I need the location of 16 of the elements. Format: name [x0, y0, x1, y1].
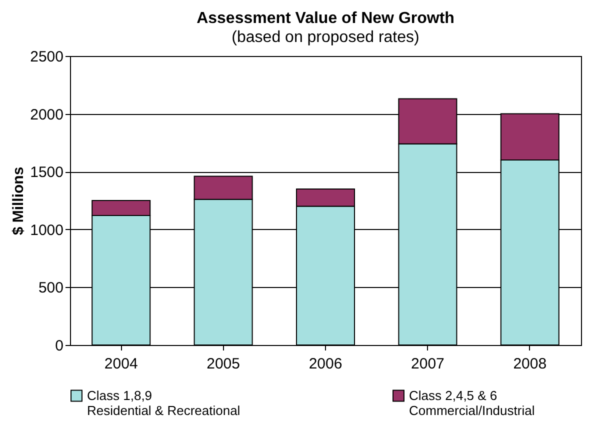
y-tick-label: 500	[38, 280, 64, 297]
y-tick-label: 2000	[30, 106, 64, 124]
legend-label: Class 1,8,9 Residential & Recreational	[87, 388, 240, 418]
y-tick-label: 1500	[30, 164, 64, 182]
y-tick-label: 2500	[30, 48, 64, 66]
x-tick-label: 2005	[206, 356, 240, 372]
x-tick-label: 2004	[104, 356, 138, 372]
y-axis-title: $ Millions	[10, 166, 28, 236]
x-tick-label: 2007	[411, 356, 444, 372]
legend-label: Class 2,4,5 & 6 Commercial/Industrial	[409, 388, 535, 418]
y-tick-label: 1000	[30, 222, 64, 239]
x-tick-label: 2006	[308, 356, 342, 372]
chart-title: Assessment Value of New Growth	[196, 10, 454, 27]
chart-subtitle: (based on proposed rates)	[232, 29, 420, 46]
y-tick-label: 0	[55, 338, 64, 354]
x-tick-label: 2008	[513, 356, 547, 372]
